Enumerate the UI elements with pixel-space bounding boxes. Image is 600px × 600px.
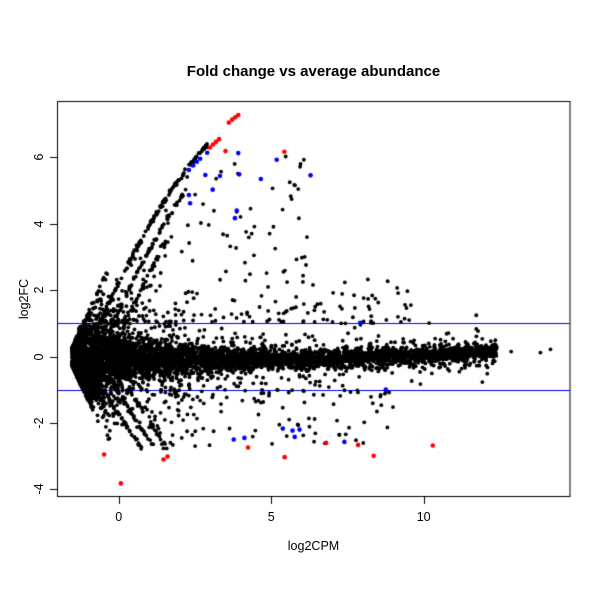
x-tick-label-0: 0	[115, 510, 123, 524]
x-tick-label-1: 5	[267, 510, 275, 524]
y-axis-label: log2FC	[17, 278, 31, 320]
y-tick-label-1: -2	[32, 417, 46, 429]
chart-title: Fold change vs average abundance	[186, 63, 441, 80]
y-tick-label-4: 4	[32, 220, 46, 228]
y-tick-label-2: 0	[32, 353, 46, 361]
y-tick-label-0: -4	[32, 483, 46, 495]
x-axis-label: log2CPM	[287, 539, 340, 553]
x-tick-label-2: 10	[416, 510, 431, 524]
y-tick-label-5: 6	[32, 153, 46, 161]
y-tick-label-3: 2	[32, 286, 46, 294]
